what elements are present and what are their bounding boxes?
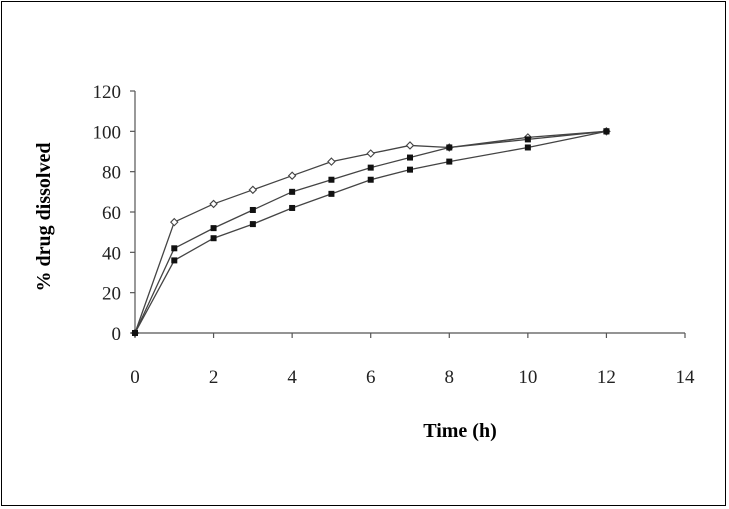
y-tick-label: 80 — [102, 163, 121, 184]
data-point — [524, 144, 531, 151]
data-point — [328, 176, 335, 183]
series-2 — [132, 128, 610, 336]
x-tick-label: 12 — [597, 367, 616, 388]
x-tick-label: 8 — [445, 367, 455, 388]
data-point — [170, 217, 179, 227]
data-point — [171, 245, 178, 252]
data-point — [210, 225, 217, 232]
series-line — [134, 130, 607, 334]
data-point — [405, 141, 415, 150]
data-point — [249, 221, 256, 228]
y-tick-label: 60 — [102, 203, 121, 224]
data-point — [603, 128, 610, 135]
x-tick-label: 2 — [209, 367, 219, 388]
data-point — [210, 235, 217, 242]
data-point — [366, 149, 375, 158]
data-point — [327, 157, 336, 166]
y-tick-label: 120 — [93, 82, 122, 103]
data-point — [132, 330, 138, 336]
x-tick-label: 14 — [676, 367, 696, 388]
data-point — [287, 171, 297, 180]
data-point — [249, 206, 256, 213]
series-layer — [130, 127, 611, 338]
data-point — [289, 188, 296, 195]
data-point — [367, 176, 374, 183]
data-point — [328, 190, 335, 197]
y-axis-title: % drug dissolved — [33, 143, 55, 292]
x-tick-label: 4 — [287, 367, 297, 388]
y-tick-label: 20 — [102, 284, 121, 305]
series-3 — [132, 128, 610, 336]
x-tick-label: 6 — [366, 367, 376, 388]
data-point — [446, 158, 453, 165]
data-point — [446, 144, 453, 151]
data-point — [407, 154, 413, 161]
y-tick-label: 100 — [93, 122, 122, 143]
data-point — [209, 199, 218, 209]
x-tick-label: 10 — [518, 367, 537, 388]
data-point — [524, 136, 531, 143]
data-point — [248, 185, 258, 195]
ticks: 0 2 4 6 8 10 12 14 0 20 40 60 80 100 120 — [93, 82, 696, 388]
x-tick-label: 0 — [130, 367, 140, 388]
data-point — [407, 166, 413, 173]
data-point — [367, 164, 374, 171]
y-tick-label: 0 — [112, 324, 122, 345]
data-point — [171, 257, 178, 264]
x-axis-title: Time (h) — [423, 420, 497, 442]
data-point — [289, 204, 296, 211]
axes — [134, 91, 685, 334]
y-tick-label: 40 — [102, 243, 121, 264]
series-1 — [130, 127, 611, 338]
